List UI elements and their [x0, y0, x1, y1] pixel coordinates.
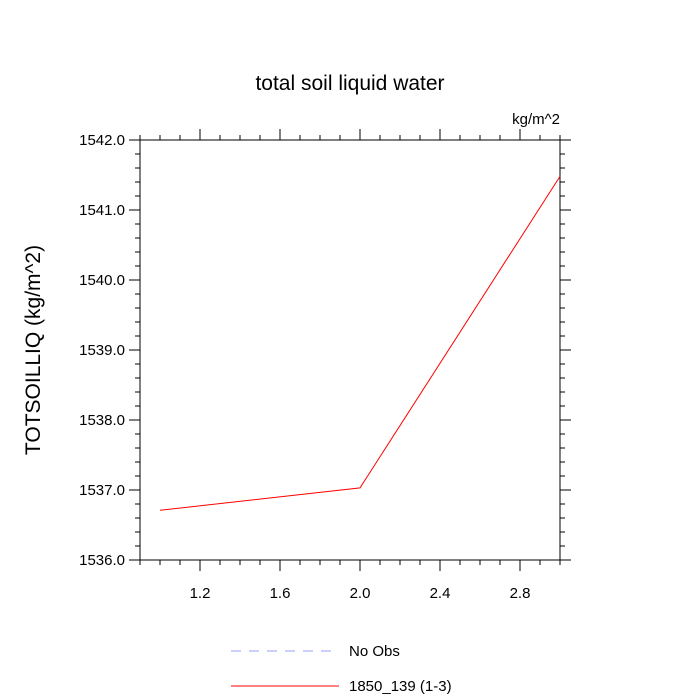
y-tick-label: 1538.0: [79, 412, 125, 429]
x-tick-label: 1.2: [190, 585, 211, 602]
y-axis-label: TOTSOILLIQ (kg/m^2): [22, 245, 45, 455]
legend: No Obs 1850_139 (1-3): [231, 643, 452, 695]
y-tick-label: 1539.0: [79, 342, 125, 359]
y-tick-label: 1537.0: [79, 482, 125, 499]
y-tick-label: 1542.0: [79, 132, 125, 149]
y-tick-label: 1541.0: [79, 202, 125, 219]
y-tick-label: 1536.0: [79, 552, 125, 569]
x-tick-label: 2.0: [350, 585, 371, 602]
axes: 1.2 1.6 2.0 2.4 2.8 1536.0 1537.0 1538.0 1539.0 1…: [79, 129, 571, 602]
plot-area: [159, 176, 561, 511]
x-tick-label: 2.8: [510, 585, 531, 602]
legend-label-no-obs: No Obs: [349, 643, 400, 660]
y-tick-label: 1540.0: [79, 272, 125, 289]
plot-frame: [139, 139, 561, 561]
series-line-1: [159, 176, 561, 511]
chart-title: total soil liquid water: [255, 72, 444, 95]
legend-label-1850-139: 1850_139 (1-3): [349, 678, 452, 695]
units-label: kg/m^2: [512, 111, 560, 128]
x-tick-label: 2.4: [430, 585, 451, 602]
x-tick-label: 1.6: [270, 585, 291, 602]
